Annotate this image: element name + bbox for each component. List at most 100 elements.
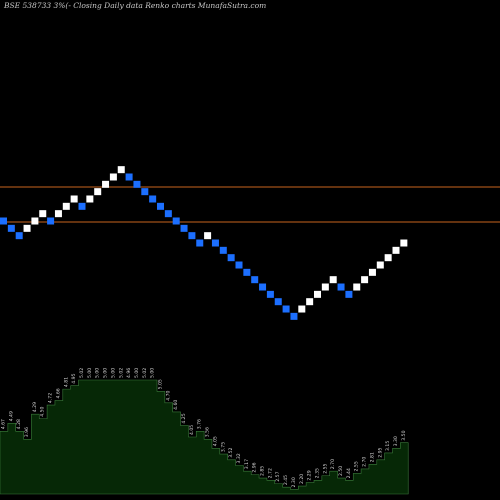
- volume-value-label: 3.56: [205, 427, 211, 437]
- volume-value-label: 3.76: [197, 419, 203, 429]
- renko-brick-down: [78, 202, 86, 210]
- renko-brick-up: [70, 195, 78, 203]
- renko-brick-down: [133, 180, 141, 188]
- volume-value-label: 4.49: [8, 411, 14, 421]
- renko-brick-up: [23, 224, 31, 232]
- volume-value-label: 5.00: [110, 368, 116, 378]
- volume-value-label: 3.17: [244, 459, 250, 469]
- renko-brick-down: [0, 217, 7, 225]
- volume-value-label: 2.81: [369, 452, 375, 462]
- volume-value-label: 5.00: [134, 368, 140, 378]
- volume-value-label: 2.44: [346, 468, 352, 478]
- renko-brick-down: [47, 217, 55, 225]
- renko-brick-up: [306, 298, 314, 306]
- renko-brick-down: [196, 239, 204, 247]
- renko-brick-down: [251, 276, 259, 284]
- renko-brick-up: [204, 232, 212, 240]
- volume-value-label: 4.29: [32, 402, 38, 412]
- renko-brick-down: [274, 298, 282, 306]
- renko-brick-down: [219, 246, 227, 254]
- renko-brick-down: [157, 202, 164, 210]
- renko-brick-down: [7, 224, 15, 232]
- renko-brick-down: [282, 305, 290, 313]
- volume-value-label: 2.95: [377, 447, 383, 457]
- renko-brick-up: [314, 290, 321, 298]
- volume-value-label: 4.81: [63, 377, 69, 387]
- volume-value-label: 4.95: [71, 373, 77, 383]
- renko-brick-down: [259, 283, 267, 291]
- renko-brick-up: [298, 305, 306, 313]
- renko-brick-up: [31, 217, 39, 225]
- volume-value-label: 2.55: [322, 463, 328, 473]
- volume-value-label: 3.30: [393, 436, 399, 446]
- volume-area: [0, 379, 409, 495]
- volume-value-label: 4.25: [181, 413, 187, 423]
- volume-value-label: 4.05: [212, 436, 218, 446]
- renko-brick-down: [141, 188, 149, 196]
- volume-value-label: 5.00: [103, 368, 109, 378]
- renko-brick-down: [15, 232, 23, 240]
- renko-brick-down: [149, 195, 157, 203]
- volume-value-label: 2.70: [362, 457, 368, 467]
- renko-brick-up: [39, 210, 47, 218]
- volume-value-label: 2.96: [252, 462, 258, 472]
- volume-value-label: 2.35: [315, 468, 321, 478]
- volume-value-label: 2.50: [338, 466, 344, 476]
- renko-brick-up: [94, 188, 102, 196]
- renko-brick-down: [180, 224, 188, 232]
- renko-brick-up: [368, 268, 376, 276]
- renko-brick-up: [54, 210, 62, 218]
- renko-brick-down: [125, 173, 133, 181]
- renko-brick-up: [361, 276, 369, 284]
- renko-brick-up: [86, 195, 94, 203]
- renko-brick-down: [243, 268, 251, 276]
- volume-value-label: 5.02: [118, 368, 124, 378]
- volume-value-label: 5.02: [79, 368, 85, 378]
- volume-value-label: 2.72: [267, 468, 273, 478]
- renko-brick-up: [353, 283, 361, 291]
- volume-value-label: 5.00: [150, 368, 156, 378]
- volume-value-label: 4.60: [173, 400, 179, 410]
- volume-value-label: 2.57: [275, 471, 281, 481]
- volume-value-label: 5.05: [158, 379, 164, 389]
- volume-value-label: 2.85: [260, 466, 266, 476]
- renko-brick-down: [235, 261, 243, 269]
- renko-brick-up: [384, 254, 392, 262]
- volume-value-label: 5.00: [95, 368, 101, 378]
- renko-brick-up: [102, 180, 110, 188]
- renko-brick-down: [164, 210, 172, 218]
- volume-value-label: 4.96: [126, 368, 132, 378]
- volume-value-label: 3.96: [24, 427, 30, 437]
- volume-value-label: 4.72: [48, 393, 54, 403]
- chart-title: BSE 538733 3%(- Closing Daily data Renko…: [3, 1, 266, 10]
- renko-brick-down: [266, 290, 274, 298]
- renko-brick-down: [188, 232, 196, 240]
- volume-value-label: 2.29: [307, 470, 313, 480]
- renko-brick-up: [329, 276, 337, 284]
- volume-value-label: 2.70: [330, 459, 336, 469]
- renko-brick-up: [117, 166, 125, 174]
- volume-value-label: 3.75: [220, 442, 226, 452]
- renko-brick-down: [345, 290, 353, 298]
- renko-brick-up: [321, 283, 329, 291]
- volume-value-label: 4.67: [1, 419, 7, 429]
- volume-value-label: 5.02: [142, 368, 148, 378]
- volume-value-label: 4.70: [165, 390, 171, 400]
- renko-brick-up: [62, 202, 70, 210]
- volume-value-label: 4.28: [16, 419, 22, 429]
- volume-value-label: 4.66: [55, 388, 61, 398]
- volume-value-label: 4.50: [40, 406, 46, 416]
- renko-brick-down: [172, 217, 180, 225]
- renko-bricks: [0, 166, 408, 320]
- volume-value-label: 3.50: [401, 430, 407, 440]
- renko-brick-up: [400, 239, 408, 247]
- renko-brick-up: [109, 173, 117, 181]
- renko-brick-up: [392, 246, 400, 254]
- renko-brick-down: [337, 283, 345, 291]
- volume-value-label: 2.30: [291, 477, 297, 487]
- volume-value-label: 2.45: [283, 475, 289, 485]
- volume-value-label: 2.20: [299, 474, 305, 484]
- renko-brick-down: [290, 312, 298, 320]
- volume-value-label: 3.15: [385, 441, 391, 451]
